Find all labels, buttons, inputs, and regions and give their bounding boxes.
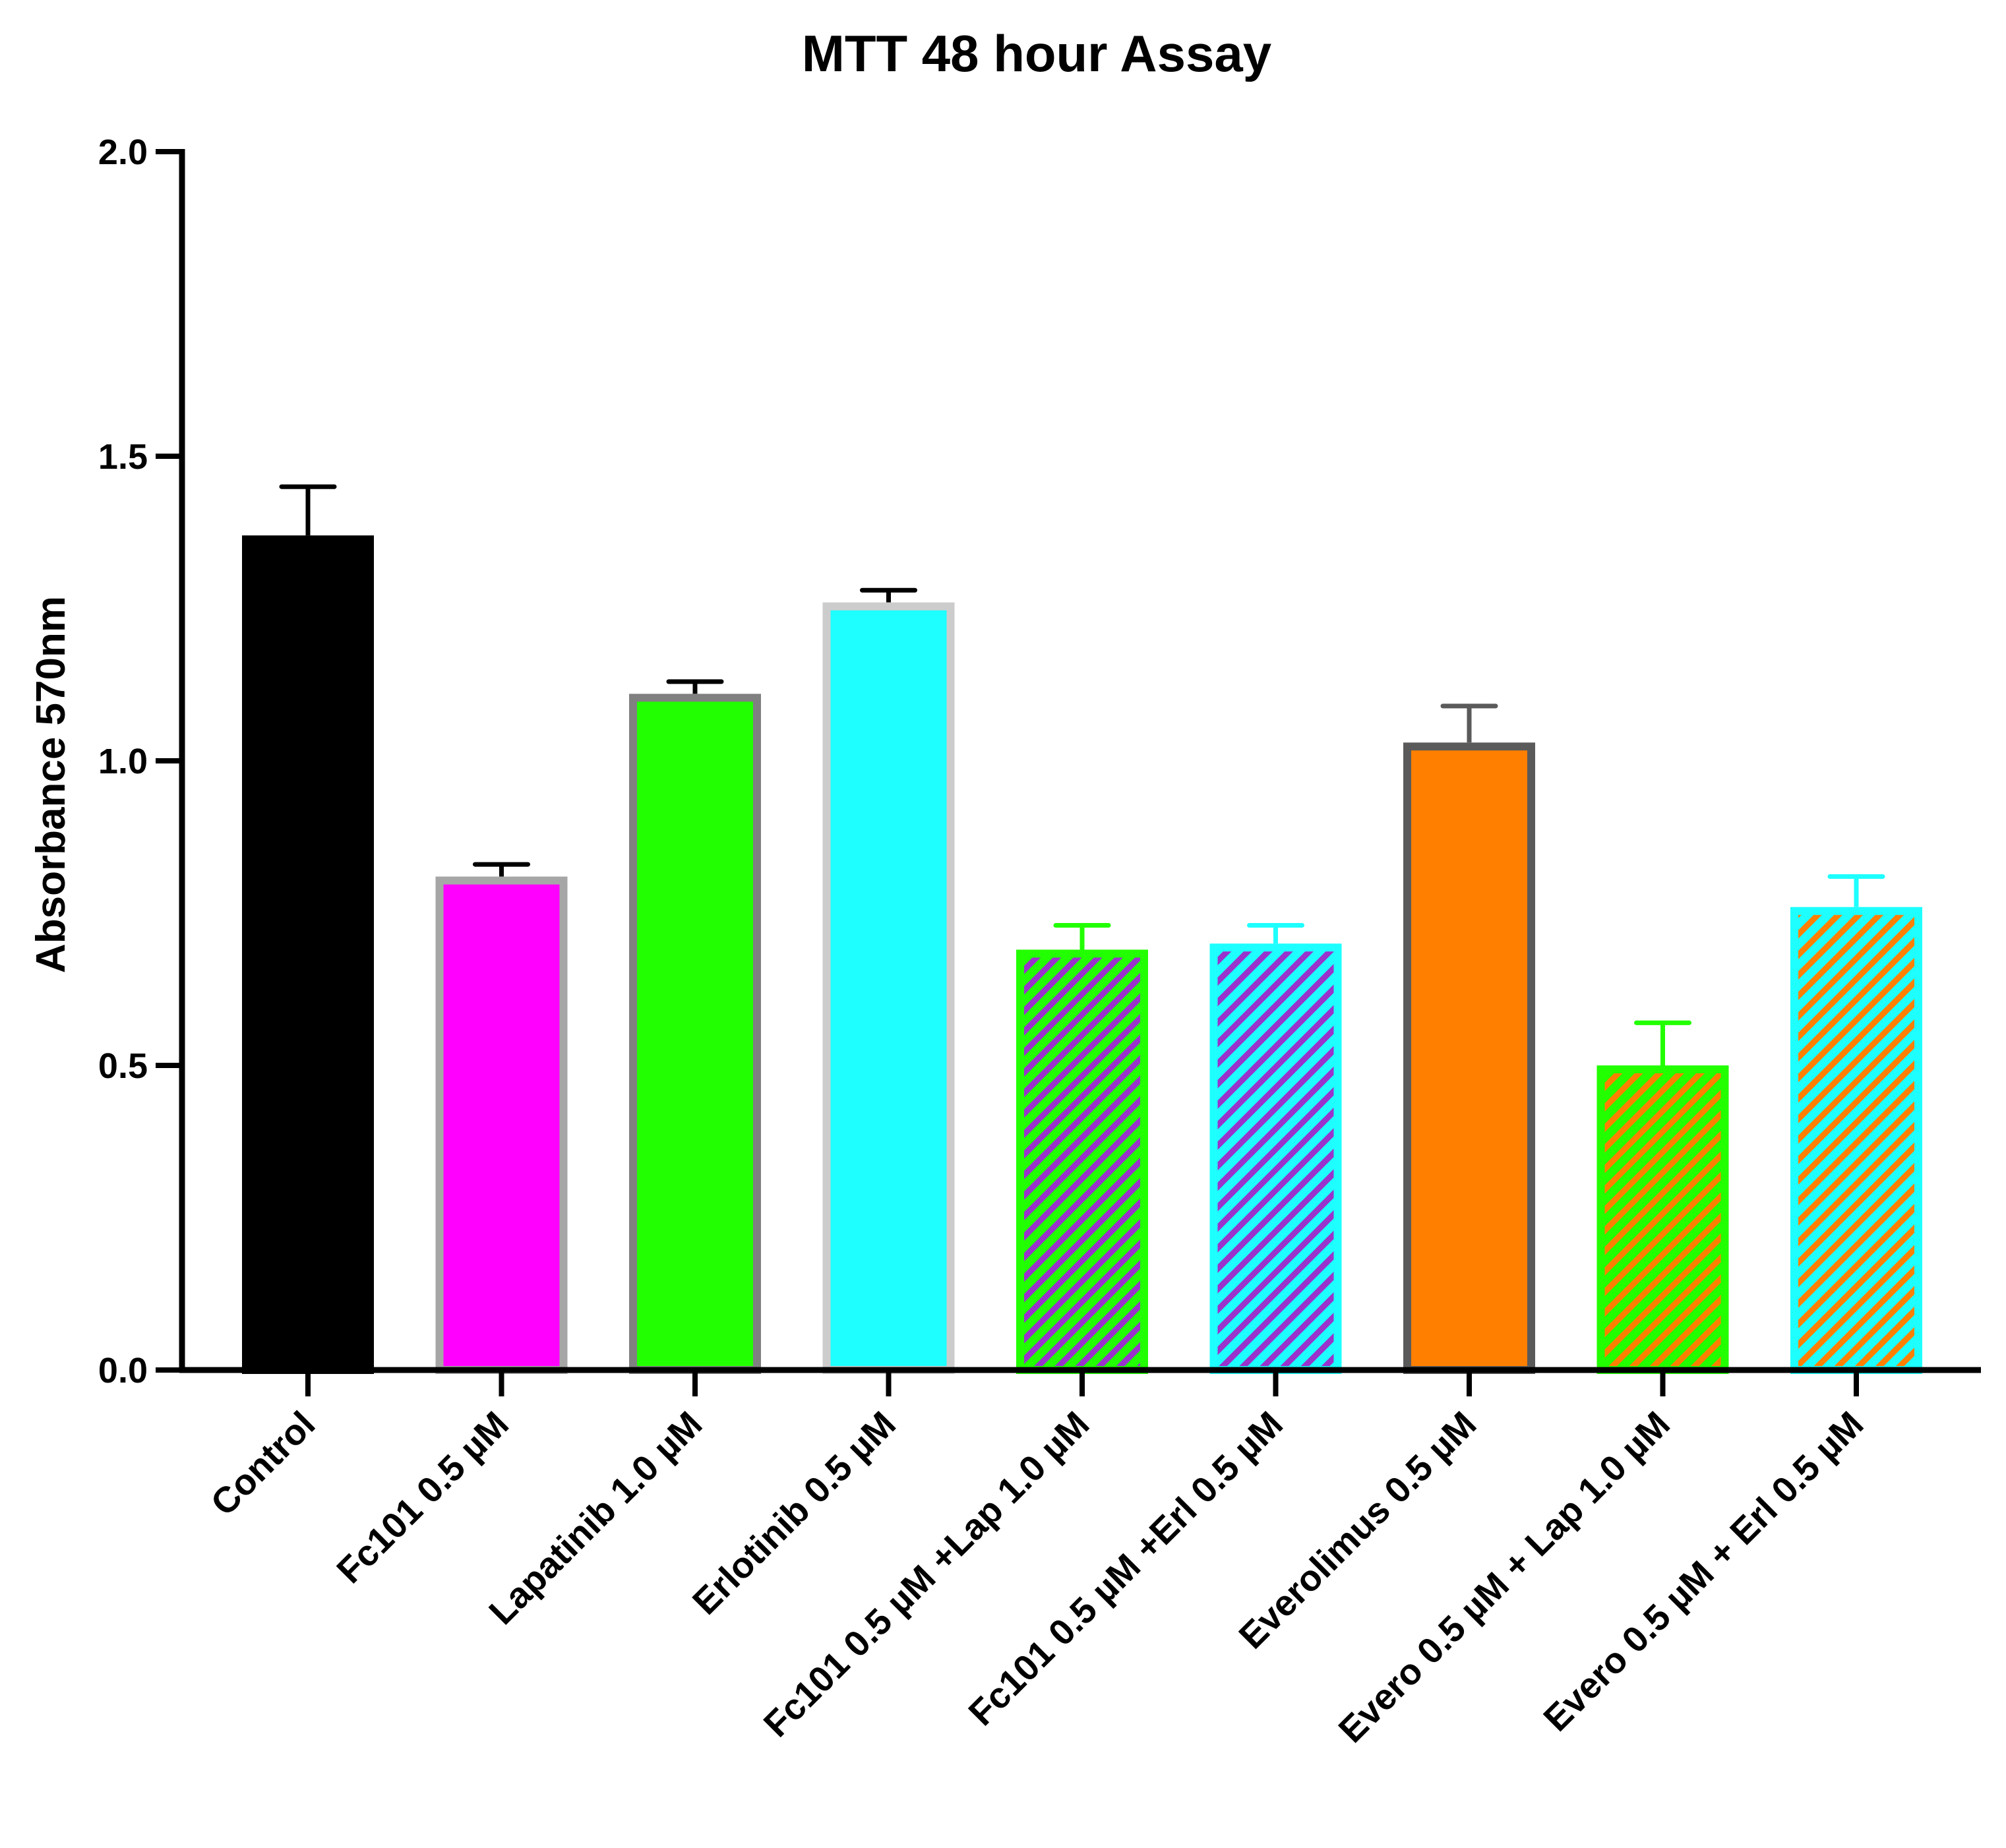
bar-5	[1016, 949, 1148, 1374]
bar-4	[822, 602, 955, 1374]
bar-2	[435, 876, 568, 1375]
y-axis-label: Absorbance 570nm	[28, 596, 74, 973]
y-tick-label-4: 1.5	[98, 437, 148, 477]
y-tick-label-3: 1.0	[98, 742, 148, 781]
bars	[242, 484, 1922, 1375]
x-tick-label-2: Fc101 0.5 µM	[328, 1404, 516, 1592]
x-tick-label-1: Control	[202, 1404, 322, 1524]
y-tick-label-1: 0.0	[98, 1351, 148, 1390]
x-tick-label-4: Erlotinib 0.5 µM	[684, 1404, 903, 1623]
y-tick-label-5: 2.0	[98, 133, 148, 172]
bar-8	[1596, 1065, 1729, 1374]
x-tick-label-3: Lapatinib 1.0 µM	[481, 1404, 710, 1632]
x-tick-label-6: Fc101 0.5 µM +Erl 0.5 µM	[961, 1404, 1291, 1733]
bar-1	[242, 535, 374, 1374]
x-tick-label-9: Evero 0.5 µM + Erl 0.5 µM	[1535, 1404, 1871, 1739]
chart-title: MTT 48 hour Assay	[802, 24, 1271, 82]
axes	[156, 149, 1981, 1396]
x-tick-label-8: Evero 0.5 µM + Lap 1.0 µM	[1331, 1404, 1678, 1750]
y-tick-label-2: 0.5	[98, 1046, 148, 1086]
bar-3	[629, 694, 761, 1374]
bar-7	[1403, 742, 1535, 1374]
bar-9	[1790, 907, 1922, 1374]
x-tick-label-5: Fc101 0.5 µM +Lap 1.0 µM	[756, 1404, 1097, 1745]
bar-6	[1209, 943, 1342, 1374]
